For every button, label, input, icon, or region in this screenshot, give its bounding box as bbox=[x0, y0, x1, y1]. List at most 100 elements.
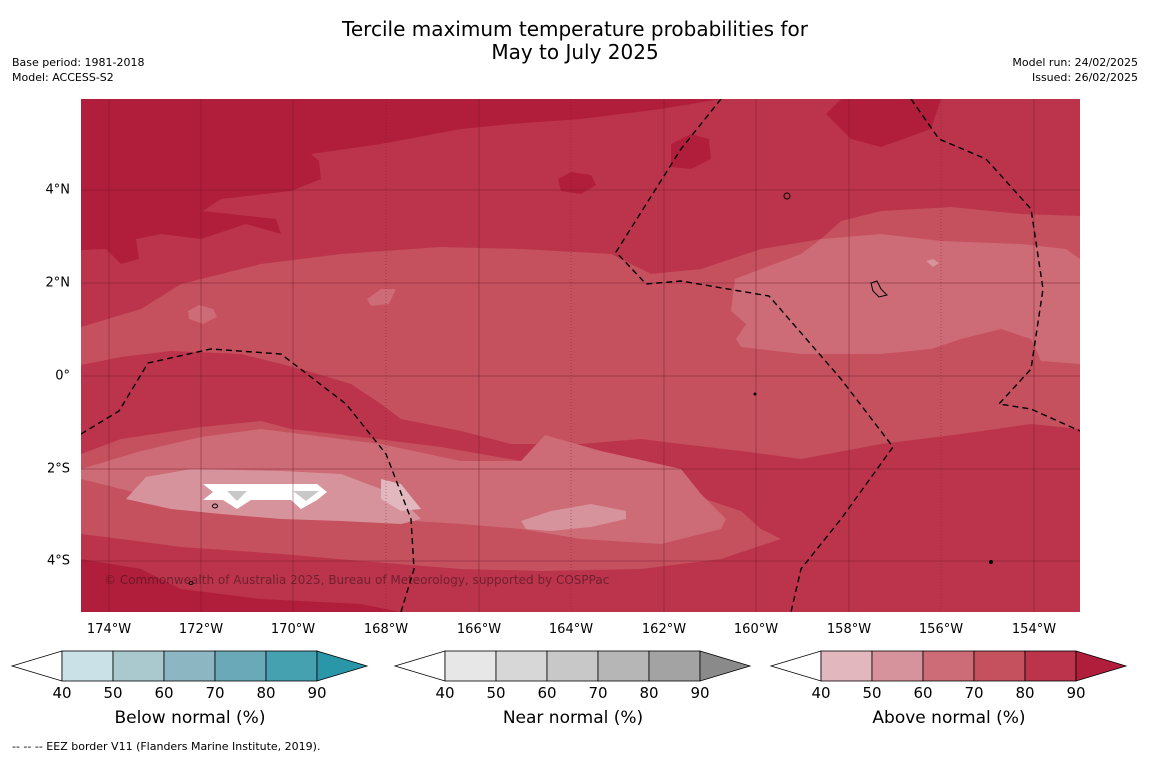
island-kiritimati bbox=[870, 280, 888, 298]
lon-label-158w: 158°W bbox=[826, 622, 872, 637]
island-north bbox=[783, 192, 791, 200]
tick-60: 60 bbox=[913, 684, 933, 702]
colorbar-below-normal: 40 50 60 70 80 90 Below normal (%) bbox=[10, 650, 370, 728]
eez-border-central bbox=[615, 99, 894, 612]
colorbar-segment bbox=[495, 650, 548, 682]
colorbar-segment bbox=[265, 650, 318, 682]
colorbar-below-ticks: 40 50 60 70 80 90 bbox=[10, 684, 370, 704]
model-name-text: Model: ACCESS-S2 bbox=[12, 71, 114, 84]
tick-90: 90 bbox=[1066, 684, 1086, 702]
near-normal-patch-1 bbox=[227, 491, 247, 501]
eez-border-east bbox=[910, 99, 1080, 432]
lon-label-172w: 172°W bbox=[178, 622, 224, 637]
eez-footnote: -- -- -- EEZ border V11 (Flanders Marine… bbox=[12, 740, 321, 753]
tick-70: 70 bbox=[588, 684, 608, 702]
colorbar-segment bbox=[61, 650, 114, 682]
lat-label-2s: 2°S bbox=[46, 461, 70, 477]
colorbar-segment bbox=[648, 650, 701, 682]
colorbar-segment bbox=[871, 650, 924, 682]
tick-80: 80 bbox=[256, 684, 276, 702]
eez-borders bbox=[81, 99, 1080, 612]
tick-50: 50 bbox=[862, 684, 882, 702]
light-streak bbox=[367, 289, 396, 306]
islands bbox=[188, 192, 993, 585]
colorbar-below-label: Below normal (%) bbox=[114, 708, 266, 728]
tick-50: 50 bbox=[103, 684, 123, 702]
lat-label-4n: 4°N bbox=[45, 182, 71, 198]
lon-label-170w: 170°W bbox=[270, 622, 316, 637]
band-40-50 bbox=[381, 479, 421, 511]
colorbar-segment bbox=[922, 650, 975, 682]
colorbar-near-ticks: 40 50 60 70 80 90 bbox=[393, 684, 753, 704]
colorbar-above-normal: 40 50 60 70 80 90 Above normal (%) bbox=[769, 650, 1129, 728]
tick-90: 90 bbox=[307, 684, 327, 702]
tick-90: 90 bbox=[690, 684, 710, 702]
dark-blob-north bbox=[558, 172, 596, 194]
near-normal-patch-2 bbox=[293, 491, 319, 501]
colorbar-near-label: Near normal (%) bbox=[502, 708, 644, 728]
lon-label-164w: 164°W bbox=[548, 622, 594, 637]
run-info: Model run: 24/02/2025 Issued: 26/02/2025 bbox=[1012, 55, 1138, 85]
tick-70: 70 bbox=[964, 684, 984, 702]
colorbar-max-extension bbox=[699, 650, 752, 682]
colorbar-max-extension bbox=[316, 650, 369, 682]
lon-label-174w: 174°W bbox=[86, 622, 132, 637]
colorbar-segment bbox=[444, 650, 497, 682]
tick-50: 50 bbox=[486, 684, 506, 702]
uncertain-patch bbox=[203, 484, 327, 509]
tick-40: 40 bbox=[435, 684, 455, 702]
colorbar-above-ticks: 40 50 60 70 80 90 bbox=[769, 684, 1129, 704]
colorbar-max-extension bbox=[1075, 650, 1128, 682]
colorbar-segment bbox=[820, 650, 873, 682]
island-south-1 bbox=[212, 503, 218, 509]
tick-80: 80 bbox=[1015, 684, 1035, 702]
band-60-70 bbox=[81, 234, 1080, 544]
model-run-text: Model run: 24/02/2025 bbox=[1012, 56, 1138, 69]
probability-map[interactable]: © Commonwealth of Australia 2025, Bureau… bbox=[81, 99, 1080, 612]
tick-60: 60 bbox=[537, 684, 557, 702]
colorbar-segment bbox=[163, 650, 216, 682]
lat-label-0: 0° bbox=[55, 368, 70, 384]
colorbar-min-extension bbox=[393, 650, 446, 682]
colorbar-segment bbox=[1024, 650, 1077, 682]
graticule bbox=[81, 99, 1080, 612]
dark-blob-northeast bbox=[671, 134, 711, 169]
colorbar-above-graphic bbox=[769, 650, 1128, 682]
lon-label-160w: 160°W bbox=[733, 622, 779, 637]
colorbar-below-graphic bbox=[10, 650, 369, 682]
band-50-60 bbox=[126, 259, 939, 531]
colorbar-min-extension bbox=[10, 650, 63, 682]
colorbar-segment bbox=[546, 650, 599, 682]
base-period-text: Base period: 1981-2018 bbox=[12, 56, 145, 69]
tick-60: 60 bbox=[154, 684, 174, 702]
eez-border-west bbox=[81, 348, 415, 612]
lon-label-166w: 166°W bbox=[456, 622, 502, 637]
colorbar-segment bbox=[597, 650, 650, 682]
tick-80: 80 bbox=[639, 684, 659, 702]
colorbar-segment bbox=[973, 650, 1026, 682]
colorbar-segment bbox=[214, 650, 267, 682]
island-east-dot bbox=[989, 560, 993, 564]
map-canvas bbox=[81, 99, 1080, 612]
island-central-dot bbox=[753, 392, 757, 396]
copyright-text: © Commonwealth of Australia 2025, Bureau… bbox=[104, 573, 610, 587]
title-line-1: Tercile maximum temperature probabilitie… bbox=[342, 17, 808, 41]
lon-label-156w: 156°W bbox=[918, 622, 964, 637]
tick-70: 70 bbox=[205, 684, 225, 702]
map-title: Tercile maximum temperature probabilitie… bbox=[0, 18, 1150, 64]
lon-label-168w: 168°W bbox=[363, 622, 409, 637]
colorbar-min-extension bbox=[769, 650, 822, 682]
lat-label-4s: 4°S bbox=[46, 553, 70, 569]
title-line-2: May to July 2025 bbox=[491, 40, 659, 64]
model-info: Base period: 1981-2018 Model: ACCESS-S2 bbox=[12, 55, 144, 85]
lat-label-2n: 2°N bbox=[45, 275, 71, 291]
colorbar-above-label: Above normal (%) bbox=[872, 708, 1026, 728]
issued-text: Issued: 26/02/2025 bbox=[1031, 71, 1138, 84]
tick-40: 40 bbox=[52, 684, 72, 702]
colorbar-segment bbox=[112, 650, 165, 682]
island-south-2 bbox=[188, 581, 194, 585]
colorbar-near-graphic bbox=[393, 650, 752, 682]
lon-label-162w: 162°W bbox=[641, 622, 687, 637]
lon-label-154w: 154°W bbox=[1011, 622, 1057, 637]
tick-40: 40 bbox=[811, 684, 831, 702]
